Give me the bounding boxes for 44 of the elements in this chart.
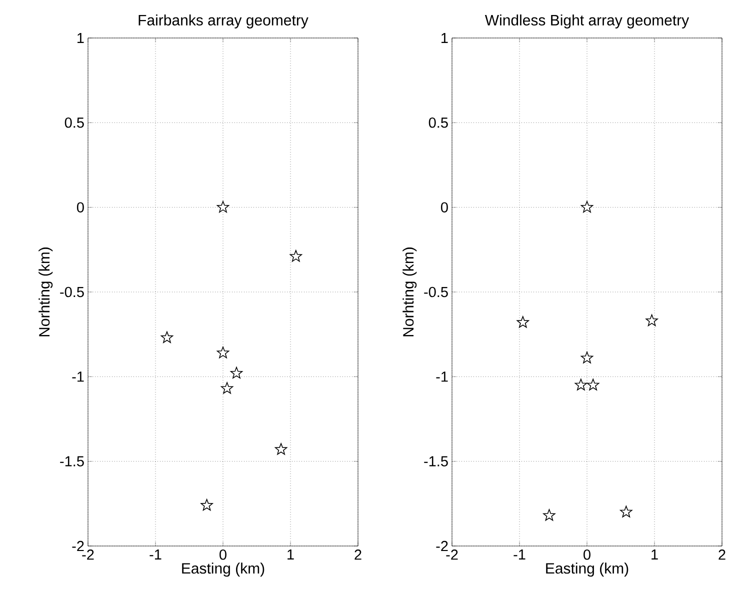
y-tick-label: -0.5 [424, 286, 448, 298]
x-axis-title: Easting (km) [182, 562, 264, 577]
point [646, 314, 658, 326]
y-axis-title: Norhting (km) [38, 248, 53, 336]
y-tick-label: -2 [436, 540, 448, 552]
x-axis-title: Easting (km) [546, 562, 628, 577]
x-tick-label: 0 [220, 550, 226, 560]
point [274, 443, 288, 455]
point [574, 378, 588, 390]
point [220, 382, 234, 394]
y-tick-label: -0.5 [60, 286, 84, 298]
y-tick-label: -1.5 [424, 456, 448, 466]
chart-title: Fairbanks array geometry [138, 14, 308, 28]
x-tick-label: 1 [288, 550, 294, 560]
point [160, 331, 174, 343]
y-tick-label: 0.5 [64, 118, 84, 128]
x-tick-label: -1 [514, 550, 526, 560]
x-tick-label: 0 [584, 550, 590, 560]
point [230, 366, 243, 379]
chart-title: Windless Bight array geometry [484, 14, 690, 28]
point [580, 200, 594, 213]
y-tick-label: 0.5 [428, 118, 448, 128]
point [543, 509, 556, 521]
x-tick-label: 2 [718, 550, 726, 560]
point [200, 498, 213, 511]
y-tick-label: 0 [76, 202, 84, 212]
point [580, 352, 594, 364]
x-tick-label: 1 [652, 550, 658, 560]
y-tick-label: -2 [72, 540, 84, 552]
y-tick-label: -1 [436, 372, 448, 382]
y-axis-title: Norhting (km) [402, 248, 417, 336]
point [620, 506, 632, 518]
point [290, 250, 302, 262]
y-tick-label: 0 [440, 202, 448, 212]
y-tick-label: 1 [442, 33, 448, 43]
point [216, 346, 230, 358]
x-tick-label: 2 [354, 550, 362, 560]
point [586, 378, 600, 390]
y-tick-label: -1.5 [60, 456, 84, 466]
point [516, 316, 529, 328]
point [216, 200, 230, 213]
y-tick-label: 1 [78, 33, 84, 43]
y-tick-label: -1 [72, 372, 84, 382]
x-tick-label: -1 [150, 550, 162, 560]
